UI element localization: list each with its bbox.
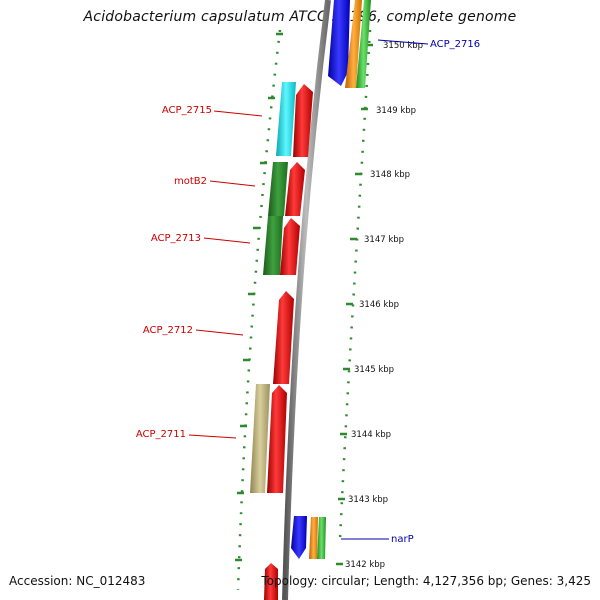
gene-orange-top (345, 0, 362, 88)
topology-summary: Topology: circular; Length: 4,127,356 bp… (261, 574, 591, 588)
label-acp-2716: ACP_2716 (430, 39, 480, 50)
label-acp-2715: ACP_2715 (162, 105, 212, 116)
gene-cluster-narp (291, 516, 326, 559)
right-ring-ticks (336, 43, 373, 566)
outer-strand-genes (250, 82, 296, 493)
gene-orange-narp (309, 517, 318, 559)
gene-lime-narp (317, 517, 326, 559)
right-dotted-ring (338, 29, 372, 541)
scale-label-3145: 3145 kbp (354, 365, 394, 375)
gene-red-2 (285, 162, 305, 216)
scale-label-3148: 3148 kbp (370, 170, 410, 180)
gene-red-3 (280, 218, 300, 275)
gene-red-5 (267, 385, 287, 493)
gene-cluster-top-right (328, 0, 371, 88)
label-acp-2711: ACP_2711 (136, 429, 186, 440)
map-title: Acidobacterium capsulatum ATCC 51196, co… (83, 9, 517, 25)
gene-red-6 (264, 563, 278, 600)
accession-text: Accession: NC_012483 (9, 574, 146, 588)
scale-label-3144: 3144 kbp (351, 430, 391, 440)
gene-lime-top (356, 0, 371, 88)
left-ring-ticks (235, 32, 283, 562)
label-motb2: motB2 (174, 176, 207, 187)
left-gene-labels: ACP_2715 motB2 ACP_2713 ACP_2712 ACP_271… (136, 105, 263, 440)
gene-red-1 (293, 84, 313, 157)
scale-label-3142: 3142 kbp (345, 560, 385, 570)
label-narp: narP (391, 534, 414, 545)
genome-backbone (282, 0, 331, 600)
scale-label-3143: 3143 kbp (348, 495, 388, 505)
scale-label-3149: 3149 kbp (376, 106, 416, 116)
scale-label-3147: 3147 kbp (364, 235, 404, 245)
gene-blue-narp (291, 516, 307, 559)
right-gene-labels: ACP_2716 narP (341, 39, 480, 545)
scale-tick-labels: 3150 kbp 3149 kbp 3148 kbp 3147 kbp 3146… (345, 41, 423, 570)
gene-red-4 (273, 291, 294, 384)
gene-acp2713-green (263, 216, 283, 275)
scale-label-3150: 3150 kbp (383, 41, 423, 51)
scale-label-3146: 3146 kbp (359, 300, 399, 310)
label-acp-2712: ACP_2712 (143, 325, 193, 336)
gene-motb2-green (268, 162, 288, 216)
label-acp-2713: ACP_2713 (151, 233, 201, 244)
gene-blue-top (328, 0, 350, 86)
gene-acp2711-khaki (250, 384, 270, 493)
red-strand-genes (264, 84, 313, 600)
gene-acp2715-cyan (276, 82, 296, 156)
